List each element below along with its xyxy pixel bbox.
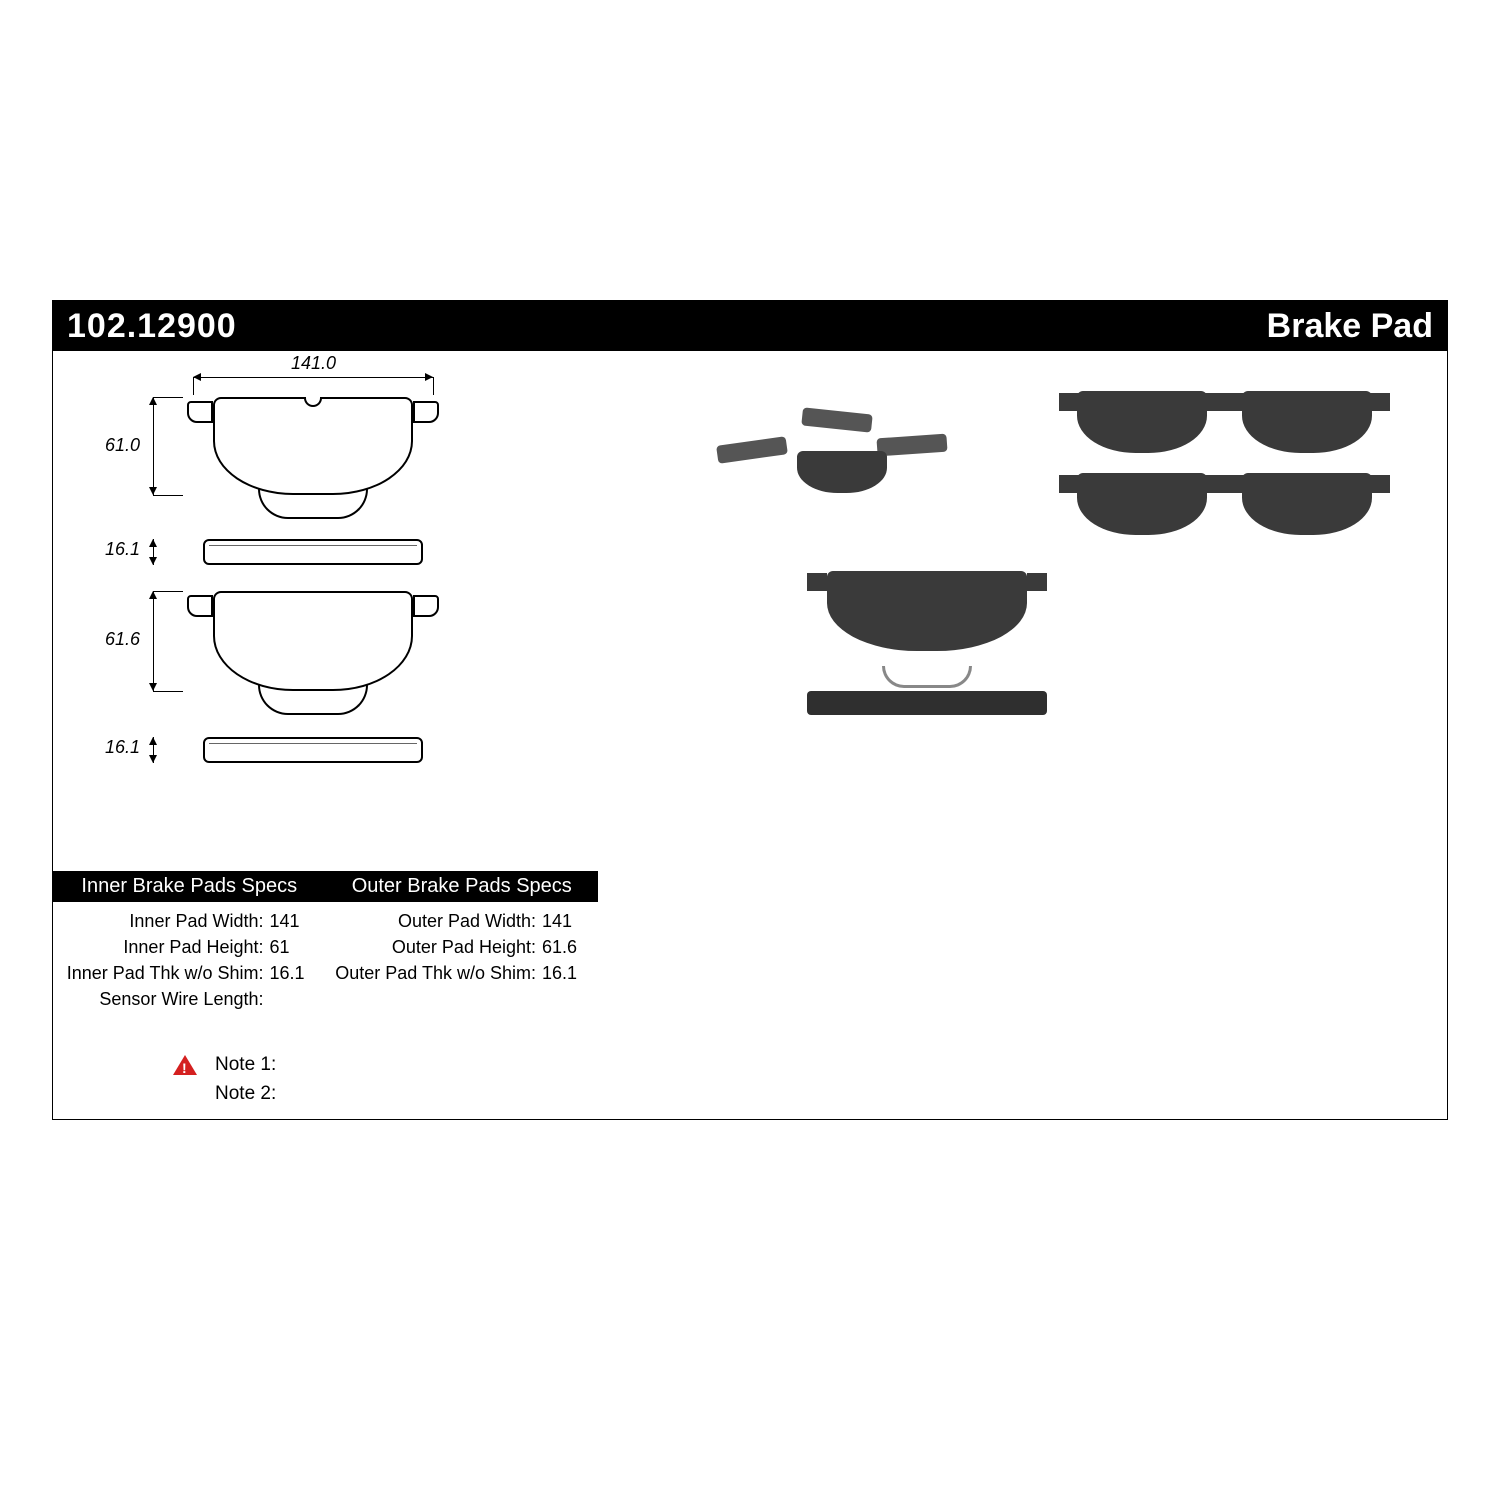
inner-specs-title: Inner Brake Pads Specs [53, 871, 326, 902]
ext-line [153, 591, 183, 592]
dim-t1-label: 16.1 [105, 539, 140, 560]
engineering-drawing: 141.0 61.0 16.1 [93, 371, 593, 871]
part-number: 102.12900 [67, 307, 237, 346]
spec-label: Inner Pad Height: [53, 934, 270, 960]
dim-t2-label: 16.1 [105, 737, 140, 758]
spec-label: Inner Pad Width: [53, 908, 270, 934]
dim-h2-label: 61.6 [105, 629, 140, 650]
ext-line [153, 397, 183, 398]
dim-line-t2 [153, 737, 154, 763]
ext-line [153, 691, 183, 692]
outer-specs-title: Outer Brake Pads Specs [326, 871, 599, 902]
spec-label: Outer Pad Height: [326, 934, 543, 960]
spec-value: 61 [270, 934, 316, 960]
content-area: 141.0 61.0 16.1 [53, 351, 1447, 1119]
ext-line [153, 495, 183, 496]
dim-line-width [193, 377, 433, 378]
spec-label: Outer Pad Width: [326, 908, 543, 934]
retaining-clip [258, 489, 368, 519]
inner-pad-side [203, 539, 423, 565]
pad-ear [187, 401, 213, 423]
spec-value: 16.1 [542, 960, 588, 986]
notes-section: Note 1: Note 2: [173, 1051, 276, 1108]
pad-ear [413, 595, 439, 617]
outer-specs-col: Outer Pad Width:141 Outer Pad Height:61.… [326, 902, 599, 1018]
spec-sheet: 102.12900 Brake Pad 141.0 61.0 [52, 300, 1448, 1120]
inner-pad-front [213, 397, 413, 495]
spec-value: 16.1 [270, 960, 316, 986]
pad-detail-photo [787, 571, 1067, 721]
dim-line-h1 [153, 397, 154, 495]
pad-ear [413, 401, 439, 423]
dim-width-label: 141.0 [291, 353, 336, 374]
spec-value [270, 986, 316, 1012]
inner-specs-col: Inner Pad Width:141 Inner Pad Height:61 … [53, 902, 326, 1018]
spec-value: 61.6 [542, 934, 588, 960]
title-bar: 102.12900 Brake Pad [53, 301, 1447, 351]
pad-ear [187, 595, 213, 617]
hardware-clips-photo [717, 401, 957, 491]
note-2-label: Note 2: [215, 1080, 276, 1109]
product-photos [687, 381, 1417, 721]
pad-notch [304, 397, 322, 407]
pad-set-photo [1077, 391, 1407, 551]
product-name: Brake Pad [1267, 307, 1433, 346]
outer-pad-front [213, 591, 413, 691]
ext-line [433, 377, 434, 395]
dim-line-t1 [153, 539, 154, 565]
outer-pad-side [203, 737, 423, 763]
spec-value: 141 [542, 908, 588, 934]
spec-value: 141 [270, 908, 316, 934]
spec-label: Outer Pad Thk w/o Shim: [326, 960, 543, 986]
note-1-label: Note 1: [215, 1051, 276, 1080]
dim-line-h2 [153, 591, 154, 691]
warning-icon [173, 1055, 197, 1075]
spec-label: Inner Pad Thk w/o Shim: [53, 960, 270, 986]
spec-label: Sensor Wire Length: [53, 986, 270, 1012]
retaining-clip [258, 685, 368, 715]
specs-table: Inner Brake Pads Specs Outer Brake Pads … [53, 871, 598, 1018]
specs-header: Inner Brake Pads Specs Outer Brake Pads … [53, 871, 598, 902]
ext-line [193, 377, 194, 395]
dim-h1-label: 61.0 [105, 435, 140, 456]
